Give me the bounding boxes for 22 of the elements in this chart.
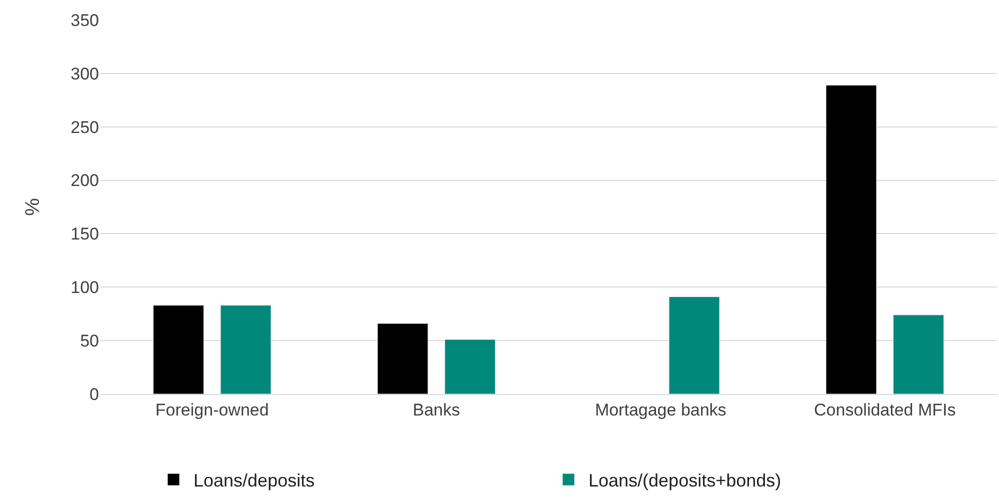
x-tick-label: Banks — [412, 400, 460, 420]
x-tick-label: Foreign-owned — [155, 400, 269, 420]
y-tick-label: 350 — [70, 10, 99, 30]
y-tick-label: 300 — [70, 64, 99, 84]
bar — [377, 323, 428, 394]
bar — [826, 84, 877, 394]
y-tick-label: 0 — [90, 384, 99, 404]
bar — [153, 305, 204, 394]
bar — [220, 305, 272, 394]
y-tick-label: 250 — [70, 118, 99, 137]
bar — [444, 339, 496, 394]
y-axis-title: % — [22, 198, 44, 216]
y-tick-label: 150 — [70, 224, 99, 244]
x-tick-label: Consolidated MFIs — [814, 400, 956, 420]
y-tick-label: 50 — [80, 332, 99, 351]
y-tick-label: 200 — [70, 171, 99, 190]
bar — [893, 314, 944, 394]
y-tick-label: 100 — [70, 278, 99, 298]
legend-label: Loans/(deposits+bonds) — [588, 470, 782, 491]
x-tick-label: Mortagage banks — [594, 400, 726, 420]
legend-label: Loans/deposits — [194, 470, 315, 491]
bar — [668, 296, 720, 394]
